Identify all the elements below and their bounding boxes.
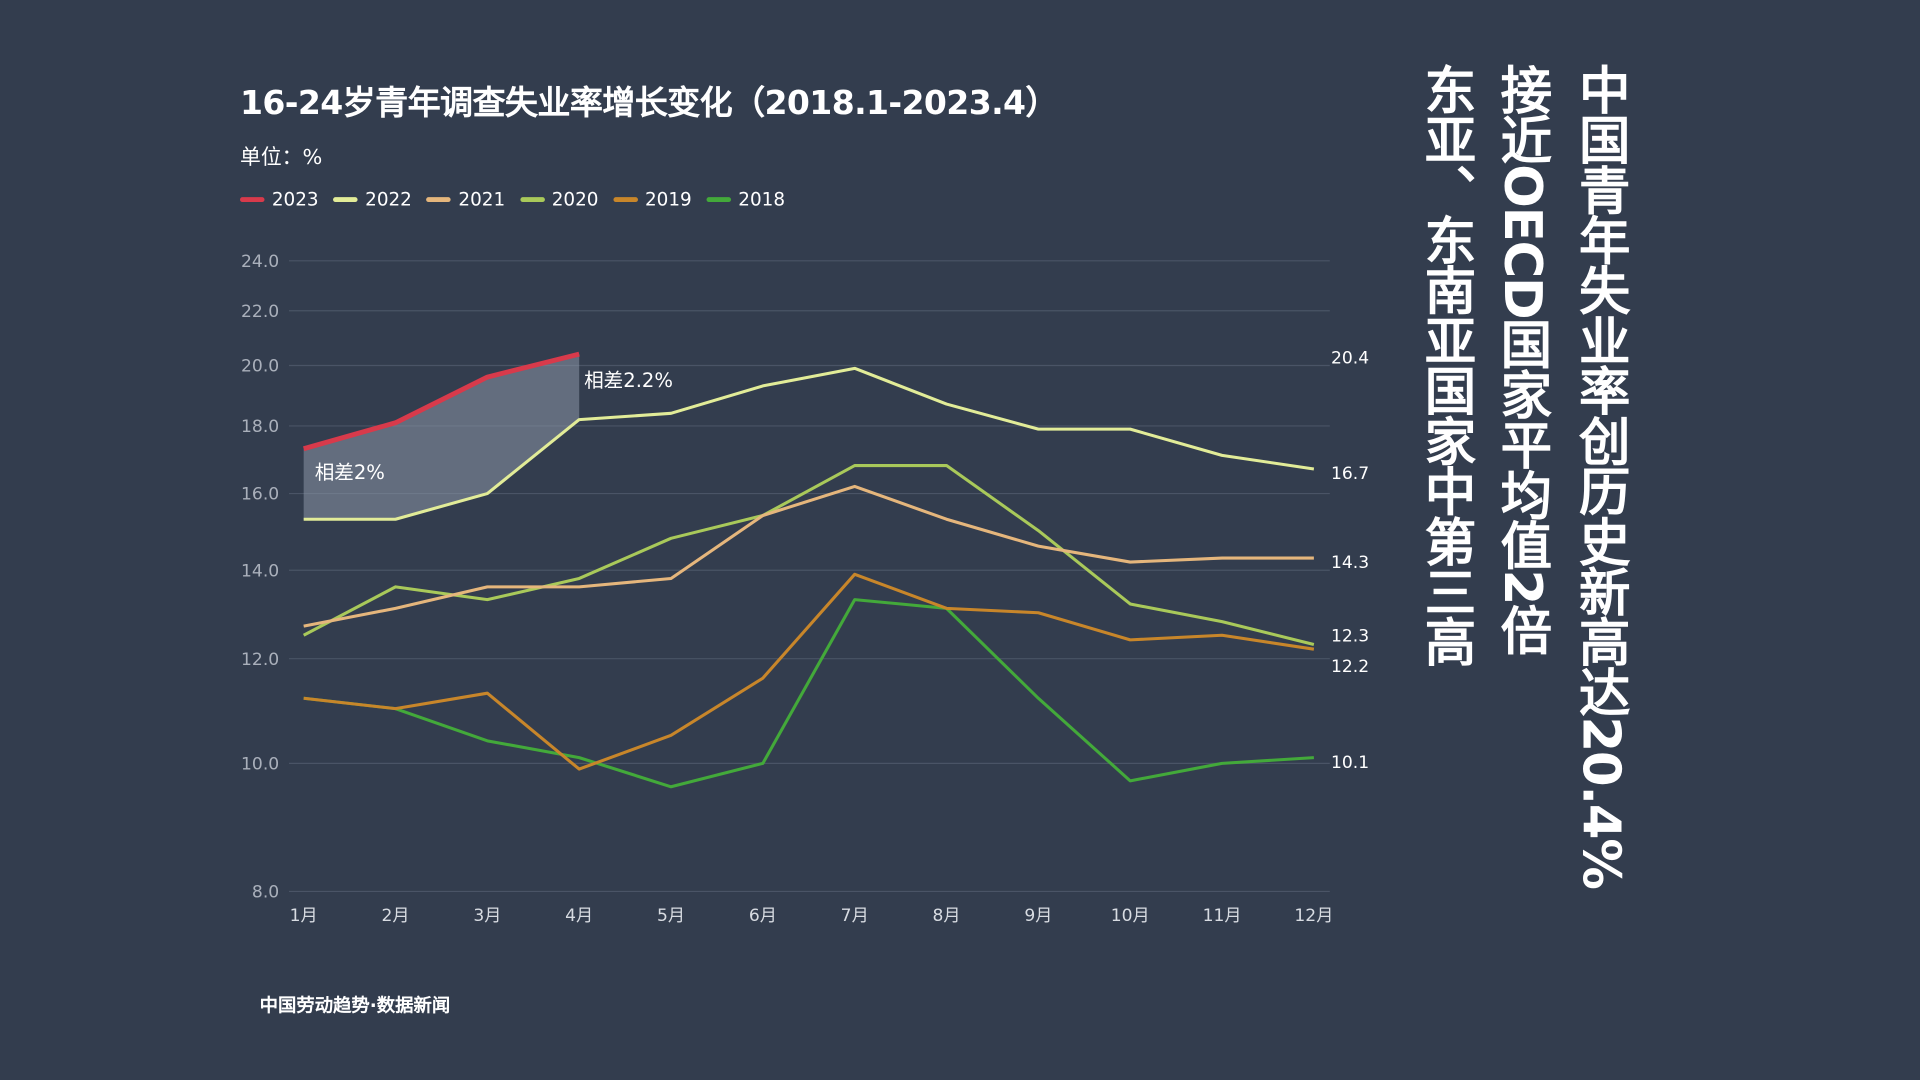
headline-1: 中国青年失业率创历史新高达20.4% (1571, 63, 1632, 889)
end-value-label: 12.2 (1331, 657, 1369, 677)
end-value-label: 12.3 (1331, 627, 1369, 647)
series-line-2019 (303, 572, 1315, 771)
annotation-gap-jan: 相差2% (315, 461, 385, 484)
annotation-gap-apr: 相差2.2% (584, 369, 673, 392)
x-tick-label: 11月 (1203, 906, 1242, 926)
legend-item-2021[interactable]: 2021 (426, 188, 506, 211)
legend-swatch (240, 197, 265, 203)
legend-label: 2018 (738, 188, 786, 211)
end-value-label: 16.7 (1331, 464, 1369, 484)
x-tick-label: 1月 (290, 906, 318, 926)
legend-item-2018[interactable]: 2018 (706, 189, 785, 211)
legend-label: 2021 (458, 188, 506, 211)
legend-label: 2022 (365, 188, 412, 211)
y-tick-label: 8.0 (252, 883, 279, 903)
legend: 2023 2022 2021 2020 2019 2018 (240, 189, 785, 211)
headline-2: 接近OECD国家平均值2倍 (1492, 63, 1553, 655)
y-tick-label: 14.0 (241, 561, 279, 581)
y-tick-label: 16.0 (241, 485, 279, 505)
headline-3: 东亚、东南亚国家中第三高 (1416, 63, 1477, 667)
x-tick-label: 6月 (749, 906, 777, 926)
end-value-label: 14.3 (1331, 553, 1369, 573)
x-tick-label: 4月 (565, 906, 593, 926)
y-tick-label: 20.0 (241, 357, 279, 377)
legend-item-2020[interactable]: 2020 (519, 188, 599, 211)
x-tick-label: 10月 (1111, 906, 1150, 926)
series-line-2018 (303, 598, 1314, 789)
source-credit: 中国劳动趋势·数据新闻 (259, 994, 451, 1017)
legend-swatch (519, 197, 545, 203)
legend-swatch (426, 197, 452, 203)
y-tick-label: 22.0 (241, 302, 279, 322)
chart-title: 16-24岁青年调查失业率增长变化（2018.1-2023.4） (240, 84, 1059, 123)
x-tick-label: 7月 (841, 906, 869, 926)
x-tick-label: 12月 (1294, 906, 1333, 926)
y-tick-label: 10.0 (241, 754, 279, 774)
legend-label: 2020 (551, 188, 599, 211)
x-tick-label: 9月 (1024, 906, 1052, 926)
series-line-2021 (303, 484, 1314, 628)
series-line-2020 (302, 464, 1315, 646)
legend-label: 2019 (645, 188, 692, 211)
legend-swatch (333, 197, 358, 203)
legend-swatch (706, 197, 731, 203)
legend-item-2019[interactable]: 2019 (613, 189, 692, 211)
legend-label: 2023 (271, 188, 319, 211)
y-tick-label: 24.0 (241, 252, 279, 272)
end-value-label: 10.1 (1331, 753, 1369, 773)
x-tick-label: 8月 (933, 906, 961, 926)
end-value-label: 20.4 (1331, 349, 1369, 369)
series-line-2023 (303, 351, 580, 452)
legend-item-2022[interactable]: 2022 (333, 189, 412, 211)
legend-swatch (613, 197, 638, 203)
x-tick-label: 3月 (473, 906, 501, 926)
y-tick-label: 18.0 (241, 417, 279, 437)
series-line-2022 (303, 366, 1315, 521)
x-tick-label: 2月 (381, 906, 409, 926)
x-tick-label: 5月 (657, 906, 685, 926)
legend-item-2023[interactable]: 2023 (240, 189, 319, 211)
unit-label: 单位：% (240, 145, 323, 171)
y-tick-label: 12.0 (241, 650, 279, 670)
gap-shading (303, 354, 580, 520)
